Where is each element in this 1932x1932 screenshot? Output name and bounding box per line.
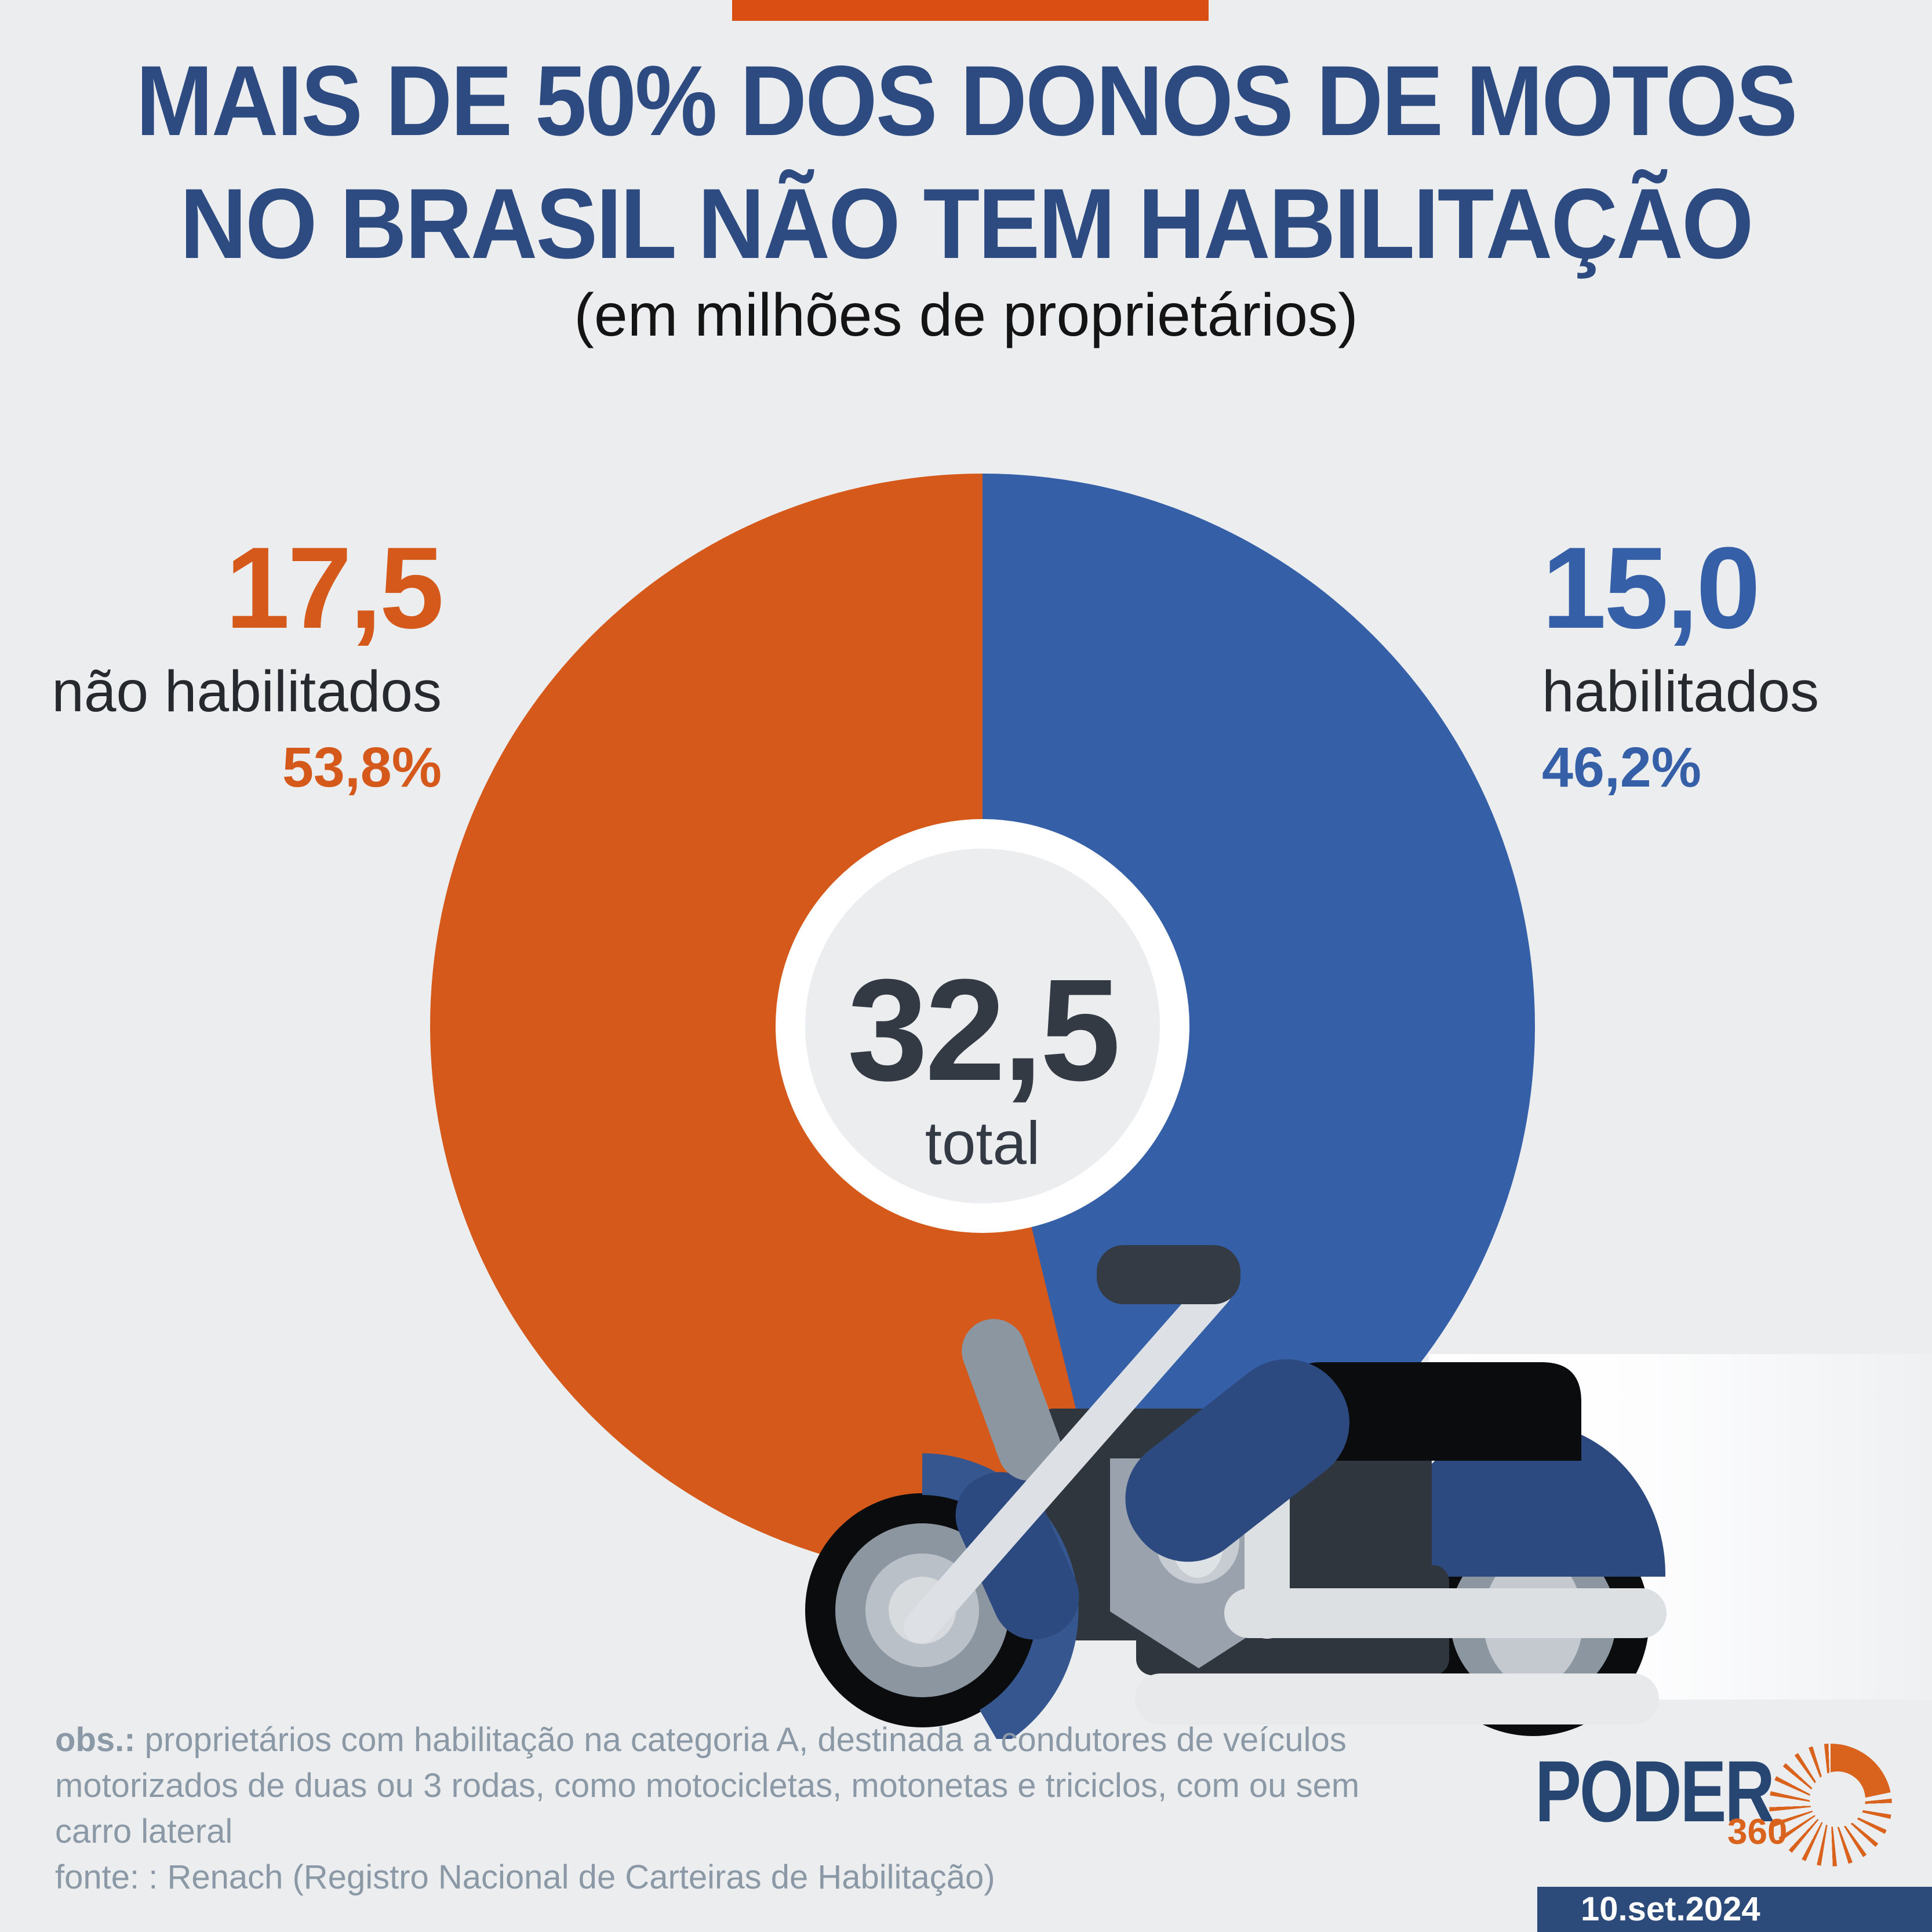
total-value: 32,5 <box>847 949 1121 1111</box>
page-title-line2: NO BRASIL NÃO TEM HABILITAÇÃO <box>180 168 1753 279</box>
source-text: fonte: : Renach (Registro Nacional de Ca… <box>55 1858 995 1896</box>
donut-hole-center <box>805 849 1160 1203</box>
motorcycle-illustration <box>805 1245 1667 1739</box>
slice-name: habilitados <box>1542 659 1820 724</box>
date-badge: 10.set.2024 <box>1537 1887 1932 1932</box>
rear-fender <box>1388 1422 1665 1577</box>
front-fender-brace <box>955 1472 1079 1640</box>
footer-notes: obs.: proprietários com habilitação na c… <box>55 1717 1522 1900</box>
obs-text-line1: proprietários com habilitação na categor… <box>135 1721 1347 1759</box>
date-badge-label: 10.set.2024 <box>1581 1890 1760 1928</box>
tank-cowl <box>1125 1359 1349 1562</box>
slice-label-habilitados: 15,0 habilitados 46,2% <box>1542 523 1930 799</box>
poder360-sunburst-icon <box>1769 1744 1892 1866</box>
slice-percent: 46,2% <box>1542 736 1702 799</box>
slice-value: 15,0 <box>1542 523 1760 653</box>
obs-text-line2: motorizados de duas ou 3 rodas, como mot… <box>55 1767 1360 1804</box>
sunburst-hole <box>1810 1771 1865 1827</box>
page-title-line1: MAIS DE 50% DOS DONOS DE MOTOS <box>136 45 1798 157</box>
obs-text-line3: carro lateral <box>55 1813 233 1850</box>
slice-name: não habilitados <box>52 659 442 724</box>
donut-center-total: 32,5 total <box>809 958 1156 1174</box>
total-label: total <box>925 1109 1040 1177</box>
headlight <box>962 1319 1061 1481</box>
obs-label: obs.: <box>55 1721 136 1759</box>
slice-label-nao-habilitados: 17,5 não habilitados 53,8% <box>0 523 444 799</box>
page-subtitle: (em milhões de proprietários) <box>574 282 1358 349</box>
slice-percent: 53,8% <box>282 736 442 799</box>
poder360-logo-text: PODER <box>1535 1742 1775 1840</box>
slice-value: 17,5 <box>225 523 444 653</box>
top-accent-bar <box>732 0 1209 21</box>
handlebar <box>1097 1245 1240 1304</box>
front-fork <box>904 1275 1232 1643</box>
